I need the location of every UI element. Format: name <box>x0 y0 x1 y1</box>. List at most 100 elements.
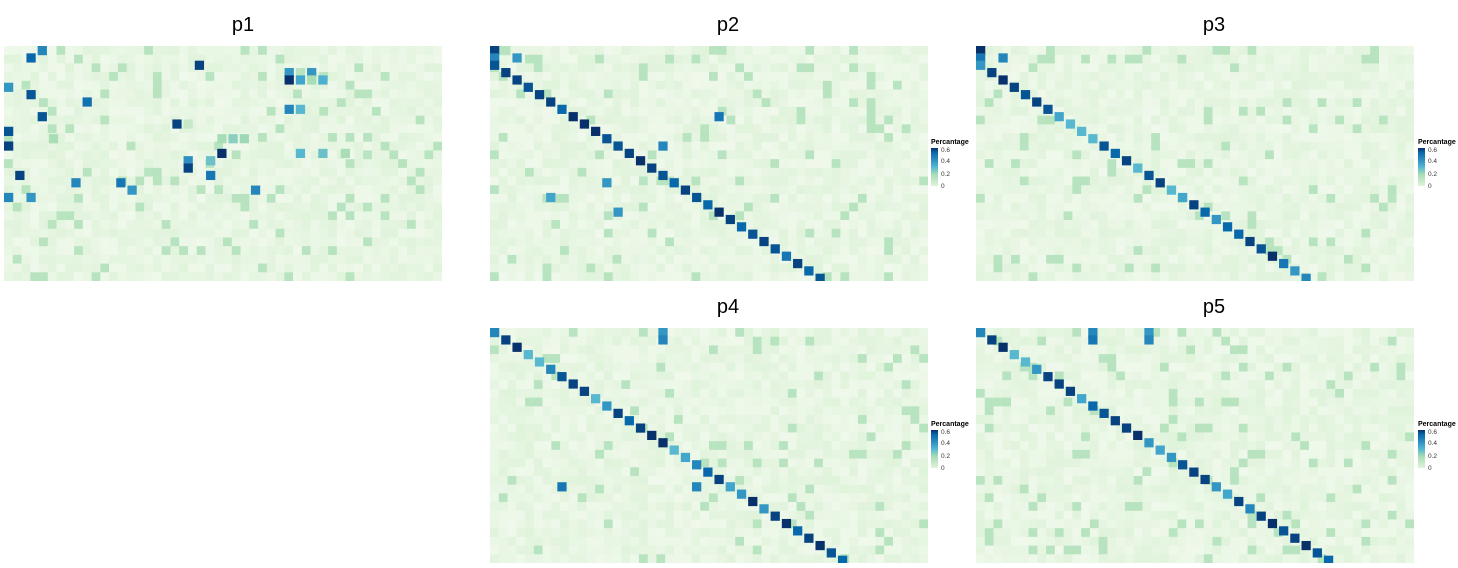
heatmap-bg-cell <box>586 80 596 91</box>
heatmap-bg-cell <box>1291 167 1301 178</box>
heatmap-bg-cell <box>196 246 206 256</box>
heatmap-bg-cell <box>240 150 250 160</box>
heatmap-bg-cell <box>840 354 850 364</box>
heatmap-bg-cell <box>551 89 561 99</box>
heatmap-bg-cell <box>595 423 605 433</box>
heatmap-bg-cell <box>901 388 911 399</box>
heatmap-bg-cell <box>919 380 928 390</box>
heatmap-bg-cell <box>1396 98 1406 108</box>
heatmap-bg-cell <box>761 63 771 73</box>
heatmap-bg-cell <box>568 133 579 143</box>
heatmap-bg-cell <box>1063 272 1073 281</box>
heatmap-bg-cell <box>336 141 347 151</box>
heatmap-bg-cell <box>231 106 242 117</box>
heatmap-bg-cell <box>1370 254 1380 265</box>
heatmap-bg-cell <box>761 354 771 364</box>
heatmap-bg-cell <box>1116 272 1126 281</box>
heatmap-bg-cell <box>415 72 425 82</box>
heatmap-bg-cell <box>787 124 798 134</box>
heatmap-bg-cell <box>682 63 692 73</box>
heatmap-bg-cell <box>866 46 876 56</box>
heatmap-bg-cell <box>919 72 928 82</box>
heatmap-bg-cell <box>735 115 745 125</box>
heatmap-bg-cell <box>144 202 154 212</box>
heatmap-bg-cell <box>796 80 806 91</box>
heatmap-bg-cell <box>919 397 928 407</box>
heatmap-bg-cell <box>709 150 719 160</box>
heatmap-bg-cell <box>21 193 31 204</box>
heatmap-bg-cell <box>612 133 622 143</box>
heatmap-bg-cell <box>39 63 49 73</box>
heatmap-bg-cell <box>516 458 526 468</box>
heatmap-bg-cell <box>568 159 579 169</box>
heatmap-bg-cell <box>117 80 128 91</box>
heatmap-bg-cell <box>551 150 561 160</box>
heatmap-bg-cell <box>577 106 587 117</box>
heatmap-bg-cell <box>354 167 364 178</box>
heatmap-bg-cell <box>770 124 780 134</box>
heatmap-bg-cell <box>1326 202 1336 212</box>
heatmap-bg-cell <box>223 185 233 195</box>
heatmap-bg-cell <box>1387 106 1397 117</box>
heatmap-bg-cell <box>161 202 171 212</box>
heatmap-bg-cell <box>74 220 84 230</box>
heatmap-bg-cell <box>1186 193 1196 204</box>
heatmap-bg-cell <box>1011 220 1021 230</box>
heatmap-bg-cell <box>525 371 535 381</box>
heatmap-bg-cell <box>857 458 868 468</box>
heatmap-bg-cell <box>1387 46 1397 56</box>
heatmap-bg-cell <box>249 220 259 230</box>
heatmap-bg-cell <box>21 237 31 247</box>
heatmap-bg-cell <box>840 185 850 195</box>
legend-tick-0.4: 0.4 <box>1428 158 1438 165</box>
heatmap-bg-cell <box>371 167 382 178</box>
heatmap-bg-cell <box>796 415 806 425</box>
heatmap-bg-cell <box>30 46 40 56</box>
heatmap-bg-cell <box>319 98 329 108</box>
heatmap-highlight-cell <box>1290 266 1300 276</box>
heatmap-bg-cell <box>673 150 684 160</box>
heatmap-bg-cell <box>586 432 596 442</box>
heatmap-bg-cell <box>630 354 640 364</box>
heatmap-bg-cell <box>179 54 189 64</box>
heatmap-bg-cell <box>1405 141 1414 151</box>
heatmap-bg-cell <box>1378 176 1389 186</box>
chart-title-p4: p4 <box>716 296 740 318</box>
heatmap-bg-cell <box>205 106 215 117</box>
heatmap-bg-cell <box>691 237 701 247</box>
heatmap-bg-cell <box>336 228 347 238</box>
heatmap-bg-cell <box>1326 220 1336 230</box>
heatmap-highlight-cell <box>48 134 59 144</box>
heatmap-bg-cell <box>1308 141 1319 151</box>
heatmap-bg-cell <box>231 124 242 134</box>
heatmap-bg-cell <box>787 211 798 221</box>
heatmap-bg-cell <box>1352 193 1362 204</box>
heatmap-bg-cell <box>647 211 657 221</box>
heatmap-bg-cell <box>919 432 928 442</box>
heatmap-bg-cell <box>709 272 719 281</box>
heatmap-bg-cell <box>735 362 745 373</box>
heatmap-bg-cell <box>919 115 928 125</box>
heatmap-highlight-cell <box>546 97 556 107</box>
heatmap-bg-cell <box>840 423 850 433</box>
heatmap-bg-cell <box>726 423 736 433</box>
heatmap-bg-cell <box>1308 185 1319 195</box>
heatmap-bg-cell <box>647 237 657 247</box>
heatmap-bg-cell <box>1378 98 1389 108</box>
heatmap-bg-cell <box>1168 72 1178 82</box>
heatmap-bg-cell <box>726 432 736 442</box>
heatmap-bg-cell <box>1159 246 1170 256</box>
heatmap-bg-cell <box>21 89 31 99</box>
heatmap-bg-cell <box>490 246 500 256</box>
heatmap-bg-cell <box>1159 167 1170 178</box>
heatmap-highlight-cell <box>1110 148 1120 159</box>
heatmap-highlight-cell <box>579 119 590 129</box>
heatmap-bg-cell <box>1063 167 1073 178</box>
heatmap-bg-cell <box>231 98 242 108</box>
heatmap-bg-cell <box>612 115 622 125</box>
heatmap-bg-cell <box>857 202 868 212</box>
heatmap-bg-cell <box>319 237 329 247</box>
heatmap-bg-cell <box>533 63 544 73</box>
heatmap-bg-cell <box>1203 98 1214 108</box>
heatmap-bg-cell <box>82 263 93 273</box>
